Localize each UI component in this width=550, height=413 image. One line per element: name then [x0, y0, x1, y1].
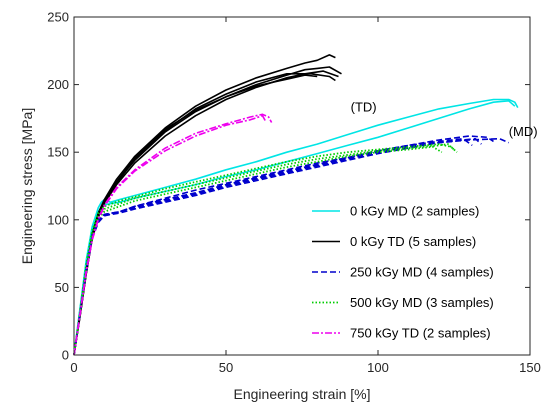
y-tick-label: 0 [62, 348, 69, 363]
y-tick-label: 100 [47, 212, 69, 227]
curves-layer [73, 54, 519, 356]
x-tick-label: 100 [367, 360, 389, 375]
x-axis-label: Engineering strain [%] [234, 386, 371, 402]
curve-series-3-sample-0 [73, 143, 458, 356]
curve-series-4-sample-1 [73, 114, 267, 356]
y-tick-label: 200 [47, 77, 69, 92]
annotation-td: (TD) [351, 100, 377, 115]
annotation-md: (MD) [509, 124, 538, 139]
axes-layer: 0 50 100 150 0 50 100 150 200 250 [47, 10, 541, 376]
x-tick-label: 50 [219, 360, 233, 375]
legend: 0 kGy MD (2 samples) 0 kGy TD (5 samples)… [312, 204, 494, 341]
curve-series-0-sample-0 [73, 98, 519, 356]
y-axis-label: Engineering stress [MPa] [19, 108, 35, 264]
y-tick-label: 50 [55, 280, 69, 295]
curve-series-2-sample-2 [73, 137, 510, 356]
y-tick-label: 250 [47, 10, 69, 25]
x-tick-label: 150 [519, 360, 541, 375]
legend-label-3: 500 kGy MD (3 samples) [350, 295, 494, 310]
y-tick-label: 150 [47, 145, 69, 160]
legend-label-4: 750 kGy TD (2 samples) [350, 326, 491, 341]
legend-label-1: 0 kGy TD (5 samples) [350, 234, 476, 249]
legend-label-2: 250 kGy MD (4 samples) [350, 265, 494, 280]
x-tick-label: 0 [70, 360, 77, 375]
legend-label-0: 0 kGy MD (2 samples) [350, 204, 479, 219]
